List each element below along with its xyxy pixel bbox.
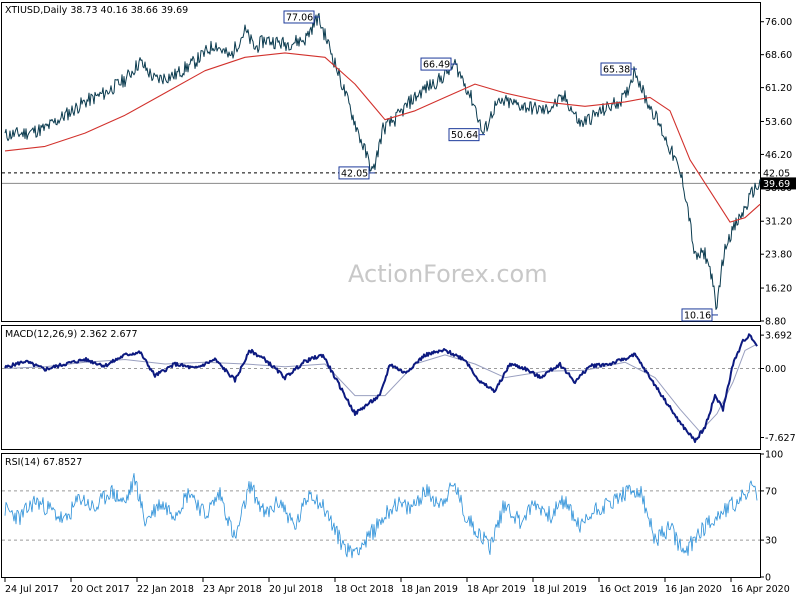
x-tick-label: 20 Oct 2017 <box>71 584 130 595</box>
macd-panel[interactable] <box>1 325 761 450</box>
y-tick-label: 0 <box>765 573 771 584</box>
x-tick-label: 18 Apr 2019 <box>467 584 526 595</box>
price-label-box <box>283 10 315 24</box>
rsi-line <box>4 473 758 559</box>
x-tick-label: 24 Jul 2017 <box>5 584 59 595</box>
watermark: ActionForex.com <box>348 260 548 288</box>
y-tick-label: 61.20 <box>765 83 792 94</box>
y-tick-label: 31.20 <box>765 217 792 228</box>
price-series-group <box>4 12 761 310</box>
x-axis: 24 Jul 2017 20 Oct 2017 22 Jan 2018 23 Apr … <box>4 577 790 595</box>
rsi-y-axis: 100 70 30 0 <box>760 450 783 584</box>
y-tick-label: 100 <box>765 450 783 461</box>
price-levels <box>2 172 760 184</box>
y-tick-label: 23.80 <box>765 250 792 261</box>
price-label-box <box>420 57 452 71</box>
price-label-box <box>448 128 480 142</box>
price-label-box <box>338 166 370 180</box>
x-tick-label: 20 Jul 2018 <box>269 584 323 595</box>
level-tag-box <box>761 177 796 190</box>
moving-average-line <box>4 52 761 223</box>
price-labels-group: 77.06 66.49 65.38 50.64 42.05 10.16 <box>283 10 718 322</box>
price-label-box <box>681 308 713 322</box>
macd-panel-title: MACD(12,26,9) 2.362 2.677 <box>5 329 138 340</box>
price-label-text: 50.64 <box>451 130 478 141</box>
x-tick-label: 18 Jul 2019 <box>533 584 587 595</box>
price-label-text: 65.38 <box>603 65 630 76</box>
x-tick-label: 16 Oct 2019 <box>599 584 658 595</box>
price-line <box>4 12 761 310</box>
price-label-box <box>600 62 632 76</box>
price-label-text: 66.49 <box>423 60 450 71</box>
x-tick-label: 18 Jan 2019 <box>401 584 458 595</box>
price-label-text: 42.05 <box>341 168 368 179</box>
level-tag-label: 39.69 <box>763 179 790 190</box>
rsi-panel-title: RSI(14) 67.8527 <box>5 457 82 468</box>
rsi-series-group <box>2 473 760 559</box>
macd-series-group <box>2 333 760 444</box>
macd-y-axis: 3.692 0.00 -7.627 <box>760 331 796 444</box>
level-tag-box <box>761 166 796 179</box>
y-tick-label: 53.60 <box>765 117 792 128</box>
price-label-text: 10.16 <box>684 310 711 321</box>
y-tick-label: 30 <box>765 536 777 547</box>
y-tick-label: 3.692 <box>765 331 792 342</box>
y-tick-label: 8.80 <box>765 317 786 328</box>
y-tick-label: 0.00 <box>765 364 786 375</box>
price-label-text: 77.06 <box>286 12 313 23</box>
x-tick-label: 22 Jan 2018 <box>137 584 194 595</box>
x-tick-label: 18 Oct 2018 <box>335 584 394 595</box>
y-tick-label: 70 <box>765 486 777 497</box>
price-panel-title: XTIUSD,Daily 38.73 40.16 38.66 39.69 <box>5 5 188 16</box>
macd-line <box>4 333 758 444</box>
price-panel[interactable] <box>1 2 761 322</box>
rsi-panel[interactable] <box>1 453 761 578</box>
x-tick-label: 23 Apr 2018 <box>203 584 262 595</box>
y-tick-label: -7.627 <box>765 433 796 444</box>
y-tick-label: 16.20 <box>765 284 792 295</box>
y-tick-label: 76.00 <box>765 17 792 28</box>
level-tag-label: 42.05 <box>763 168 790 179</box>
y-tick-label: 68.60 <box>765 50 792 61</box>
x-tick-label: 16 Jan 2020 <box>665 584 722 595</box>
y-tick-label: 46.20 <box>765 150 792 161</box>
x-tick-label: 16 Apr 2020 <box>731 584 790 595</box>
